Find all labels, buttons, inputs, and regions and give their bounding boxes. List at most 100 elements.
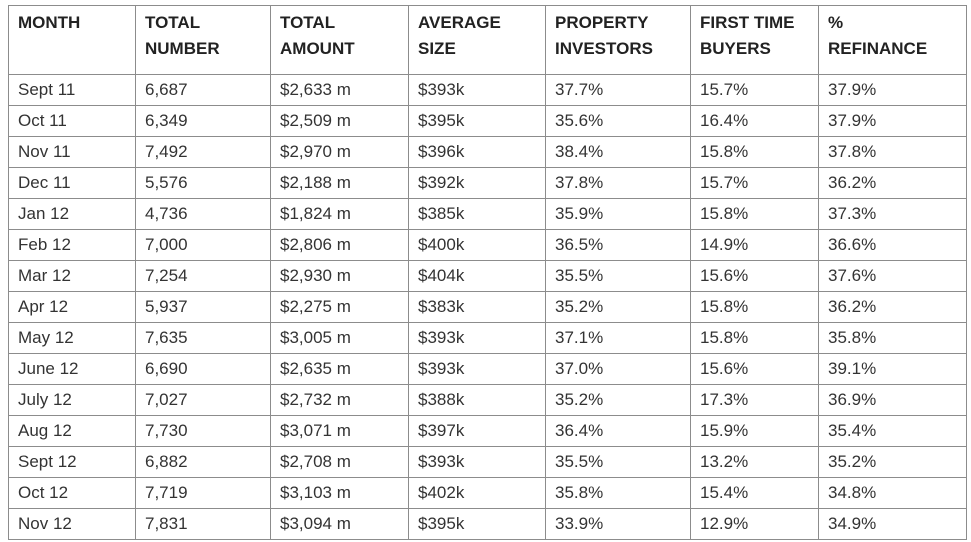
table-cell: $1,824 m — [270, 198, 409, 230]
table-cell: 34.9% — [818, 508, 967, 540]
header-text: MONTH — [18, 13, 81, 32]
header-text: BUYERS — [700, 39, 771, 58]
table-cell: $2,806 m — [270, 229, 409, 261]
header-text: NUMBER — [145, 39, 220, 58]
table-cell: 7,831 — [135, 508, 271, 540]
table-body: Sept 11 6,687 $2,633 m $393k 37.7% 15.7% 37.9%… — [8, 74, 967, 540]
table-cell: 7,492 — [135, 136, 271, 168]
table-cell: 39.1% — [818, 353, 967, 385]
table-cell: 37.1% — [545, 322, 691, 354]
header-cell: AVERAGE SIZE — [408, 5, 546, 75]
header-text: TOTAL — [280, 13, 336, 32]
header-cell: MONTH — [8, 5, 136, 75]
header-text: AVERAGE — [418, 13, 501, 32]
table-cell: $2,275 m — [270, 291, 409, 323]
table-row: Dec 11 5,576 $2,188 m $392k 37.8% 15.7% 36.2% — [8, 167, 967, 199]
table-cell: 15.8% — [690, 322, 819, 354]
table-cell: $396k — [408, 136, 546, 168]
table-cell: 37.6% — [818, 260, 967, 292]
table-cell: 35.4% — [818, 415, 967, 447]
table-cell: 16.4% — [690, 105, 819, 137]
table-cell: $2,930 m — [270, 260, 409, 292]
table-cell: 7,730 — [135, 415, 271, 447]
table-cell: $3,005 m — [270, 322, 409, 354]
table-cell: 37.0% — [545, 353, 691, 385]
table-row: June 12 6,690 $2,635 m $393k 37.0% 15.6% 39.1% — [8, 353, 967, 385]
header-cell: FIRST TIME BUYERS — [690, 5, 819, 75]
table-cell: Sept 11 — [8, 74, 136, 106]
table-cell: $3,103 m — [270, 477, 409, 509]
table-cell: 37.3% — [818, 198, 967, 230]
header-cell: % REFINANCE — [818, 5, 967, 75]
table-cell: 36.5% — [545, 229, 691, 261]
table-cell: 15.7% — [690, 74, 819, 106]
table-row: Jan 12 4,736 $1,824 m $385k 35.9% 15.8% 37.3% — [8, 198, 967, 230]
table-cell: Jan 12 — [8, 198, 136, 230]
table-row: May 12 7,635 $3,005 m $393k 37.1% 15.8% 35.8% — [8, 322, 967, 354]
table-row: Sept 12 6,882 $2,708 m $393k 35.5% 13.2% 35.2% — [8, 446, 967, 478]
table-cell: 7,027 — [135, 384, 271, 416]
table-cell: 37.8% — [545, 167, 691, 199]
table-cell: 15.9% — [690, 415, 819, 447]
table-cell: 35.5% — [545, 446, 691, 478]
table-cell: Apr 12 — [8, 291, 136, 323]
table-cell: 15.4% — [690, 477, 819, 509]
table-cell: 15.8% — [690, 136, 819, 168]
table-cell: 35.2% — [545, 384, 691, 416]
header-text: PROPERTY — [555, 13, 649, 32]
table-cell: 14.9% — [690, 229, 819, 261]
header-cell: PROPERTY INVESTORS — [545, 5, 691, 75]
table-cell: 35.8% — [818, 322, 967, 354]
table-cell: 7,635 — [135, 322, 271, 354]
table-cell: Oct 11 — [8, 105, 136, 137]
table-cell: 35.5% — [545, 260, 691, 292]
table-cell: 15.6% — [690, 353, 819, 385]
table-cell: 35.2% — [545, 291, 691, 323]
table-row: Sept 11 6,687 $2,633 m $393k 37.7% 15.7% 37.9% — [8, 74, 967, 106]
table-cell: 15.8% — [690, 291, 819, 323]
table-header: MONTH TOTAL NUMBER TOTAL AMOUNT AVERAGE SIZE PR… — [8, 5, 967, 75]
table-cell: 7,254 — [135, 260, 271, 292]
table-cell: June 12 — [8, 353, 136, 385]
table-cell: $395k — [408, 105, 546, 137]
table-cell: $385k — [408, 198, 546, 230]
table-row: Oct 12 7,719 $3,103 m $402k 35.8% 15.4% 34.8% — [8, 477, 967, 509]
table-cell: 37.9% — [818, 74, 967, 106]
table-cell: 17.3% — [690, 384, 819, 416]
table-cell: 15.6% — [690, 260, 819, 292]
table-cell: $393k — [408, 322, 546, 354]
table-cell: 6,687 — [135, 74, 271, 106]
table-cell: $402k — [408, 477, 546, 509]
header-row: MONTH TOTAL NUMBER TOTAL AMOUNT AVERAGE SIZE PR… — [8, 5, 967, 75]
table-cell: 37.9% — [818, 105, 967, 137]
table-row: Aug 12 7,730 $3,071 m $397k 36.4% 15.9% 35.4% — [8, 415, 967, 447]
header-text: INVESTORS — [555, 39, 653, 58]
table-cell: May 12 — [8, 322, 136, 354]
header-text: SIZE — [418, 39, 456, 58]
table-cell: Nov 11 — [8, 136, 136, 168]
table-cell: $393k — [408, 74, 546, 106]
table-cell: 35.9% — [545, 198, 691, 230]
table-cell: Oct 12 — [8, 477, 136, 509]
table-cell: Nov 12 — [8, 508, 136, 540]
table-cell: $3,094 m — [270, 508, 409, 540]
table-cell: $400k — [408, 229, 546, 261]
table-cell: 4,736 — [135, 198, 271, 230]
header-text: AMOUNT — [280, 39, 355, 58]
table-cell: $2,635 m — [270, 353, 409, 385]
table-row: Apr 12 5,937 $2,275 m $383k 35.2% 15.8% 36.2% — [8, 291, 967, 323]
header-text: % — [828, 13, 844, 32]
table-cell: $383k — [408, 291, 546, 323]
header-cell: TOTAL NUMBER — [135, 5, 271, 75]
table-cell: Dec 11 — [8, 167, 136, 199]
table-cell: 34.8% — [818, 477, 967, 509]
table-cell: 38.4% — [545, 136, 691, 168]
table-cell: 6,882 — [135, 446, 271, 478]
table-cell: $2,732 m — [270, 384, 409, 416]
header-text: REFINANCE — [828, 39, 928, 58]
table-cell: Mar 12 — [8, 260, 136, 292]
table-cell: 6,349 — [135, 105, 271, 137]
table-cell: 15.8% — [690, 198, 819, 230]
table-cell: 7,719 — [135, 477, 271, 509]
table-cell: $392k — [408, 167, 546, 199]
